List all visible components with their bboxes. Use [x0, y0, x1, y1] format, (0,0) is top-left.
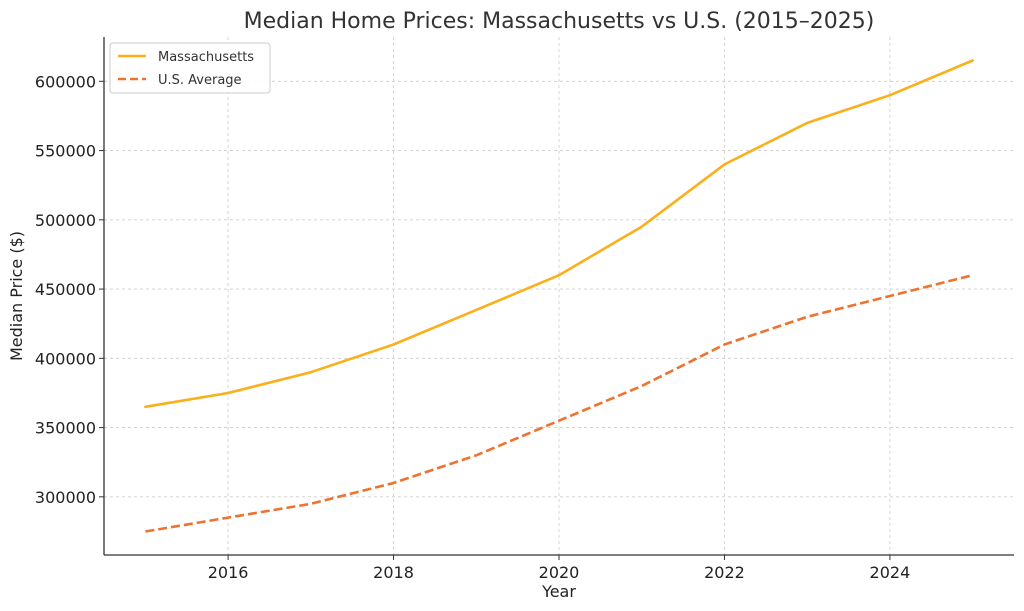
x-tick-label: 2022: [704, 563, 745, 582]
x-axis-label: Year: [541, 582, 576, 601]
legend-label: Massachusetts: [158, 50, 254, 65]
legend: Massachusetts U.S. Average: [109, 42, 271, 94]
series-line-massachusetts: [144, 59, 974, 409]
y-tick-label: 450000: [35, 280, 96, 299]
x-tick-label: 2016: [208, 563, 249, 582]
series-line-us-average: [145, 273, 973, 533]
axes: 2016 2018 2020 2022 2024 300000 350000 400000 45…: [35, 37, 1014, 582]
y-tick-label: 400000: [35, 349, 96, 368]
x-tick-label: 2020: [539, 563, 580, 582]
y-tick-label: 500000: [35, 211, 96, 230]
legend-label: U.S. Average: [158, 73, 242, 88]
y-tick-label: 350000: [35, 419, 96, 438]
y-tick-label: 300000: [35, 488, 96, 507]
y-axis-label: Median Price ($): [7, 231, 26, 361]
x-tick-label: 2024: [870, 563, 911, 582]
grid: [104, 37, 1014, 555]
series-lines: [144, 59, 974, 533]
y-tick-label: 550000: [35, 142, 96, 161]
chart-title: Median Home Prices: Massachusetts vs U.S…: [244, 9, 875, 34]
y-tick-label: 600000: [35, 72, 96, 91]
legend-box: [109, 42, 271, 94]
x-tick-label: 2018: [373, 563, 414, 582]
